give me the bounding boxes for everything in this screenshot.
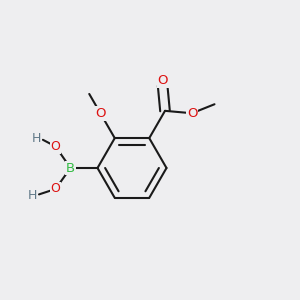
Text: O: O (187, 107, 197, 120)
Text: B: B (66, 161, 75, 175)
Text: O: O (51, 182, 60, 196)
Text: O: O (51, 140, 60, 153)
Text: H: H (32, 132, 41, 145)
Text: H: H (28, 189, 37, 202)
Text: O: O (158, 74, 168, 87)
Text: O: O (95, 107, 106, 120)
